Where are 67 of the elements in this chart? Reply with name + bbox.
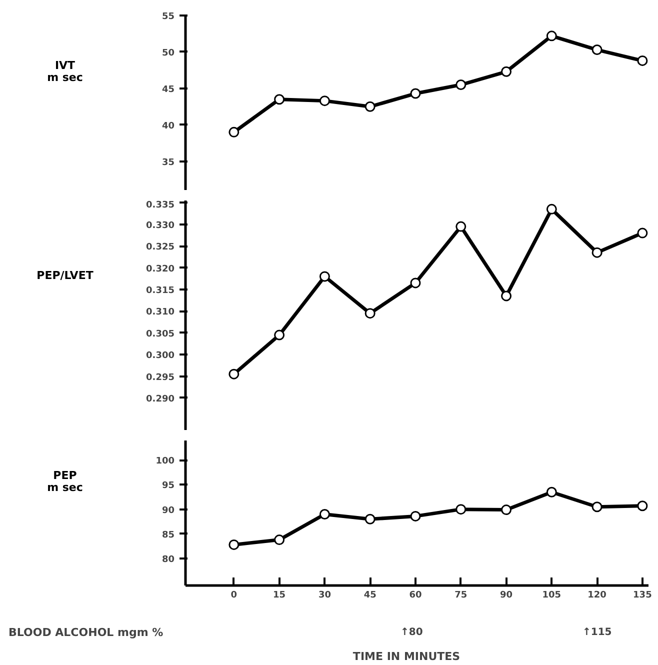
point — [637, 55, 648, 66]
point — [228, 368, 240, 380]
point — [228, 539, 240, 550]
x-tick-label: 120 — [588, 590, 606, 600]
point — [456, 221, 466, 232]
y-tick-label: 45 — [162, 84, 175, 95]
x-tick-label: 30 — [318, 590, 331, 600]
point — [546, 204, 557, 214]
point — [319, 271, 330, 282]
x-tick-label: 135 — [633, 590, 652, 600]
point — [410, 278, 421, 288]
point — [637, 228, 648, 238]
y-tick-label: 80 — [162, 554, 175, 565]
point — [546, 486, 557, 498]
y-axis-title: PEP m sec — [46, 469, 84, 494]
text: ↑80 — [400, 627, 423, 638]
point — [274, 330, 285, 340]
point — [546, 30, 557, 42]
y-tick-label: 50 — [162, 48, 175, 58]
point — [319, 96, 330, 106]
y-tick-label: 0.320 — [146, 264, 174, 274]
y-tick-label: 85 — [162, 530, 175, 540]
point — [319, 508, 330, 520]
x-tick-label: 45 — [364, 590, 376, 600]
x-tick-label: 105 — [542, 590, 562, 600]
x-axis-title: TIME IN MINUTES — [352, 650, 460, 663]
point — [274, 534, 285, 546]
y-tick-label: 100 — [156, 456, 175, 467]
point — [228, 126, 240, 138]
y-axis-title: IVT m sec — [46, 59, 84, 84]
y-tick-label: 0.325 — [146, 242, 174, 253]
x-tick-label: 15 — [273, 590, 286, 600]
point — [410, 88, 421, 99]
text: ↑115 — [582, 627, 612, 638]
y-tick-label: 35 — [162, 158, 175, 168]
y-tick-label: 0.305 — [146, 329, 174, 340]
point — [456, 504, 466, 515]
point — [364, 308, 376, 319]
text: BLOOD ALCOHOL mgm % — [8, 626, 164, 639]
y-tick-label: 90 — [162, 506, 175, 516]
point — [274, 94, 285, 105]
y-tick-label: 0.290 — [146, 394, 174, 404]
point — [501, 66, 512, 77]
point — [592, 502, 602, 512]
y-tick-label: 0.315 — [146, 286, 174, 296]
y-tick-label: 55 — [162, 12, 175, 22]
point — [501, 504, 512, 516]
y-axis-title: PEP/LVET — [36, 269, 94, 282]
y-tick-label: 0.295 — [146, 372, 174, 383]
y-tick-label: 40 — [162, 121, 175, 132]
point — [364, 101, 376, 112]
y-tick-label: 0.300 — [146, 351, 174, 362]
point — [592, 247, 602, 258]
y-tick-label: 0.310 — [146, 308, 174, 318]
y-tick-label: 95 — [162, 481, 175, 492]
point — [364, 514, 376, 524]
y-tick-label: 0.330 — [146, 220, 174, 231]
point — [501, 290, 512, 302]
x-tick-label: 90 — [500, 590, 513, 600]
point — [592, 44, 602, 56]
point — [637, 500, 648, 512]
x-tick-label: 75 — [454, 590, 468, 600]
x-tick-label: 60 — [409, 590, 422, 600]
y-tick-label: 0.335 — [146, 200, 174, 210]
x-tick-label: 0 — [230, 590, 238, 600]
point — [456, 80, 466, 90]
point — [410, 510, 421, 522]
